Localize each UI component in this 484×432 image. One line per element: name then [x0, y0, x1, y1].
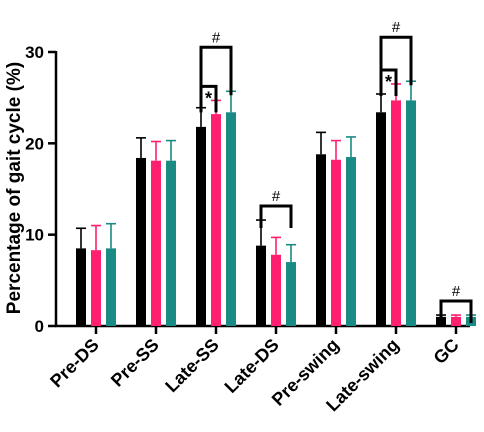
y-tick-label: 0 [35, 317, 44, 336]
significance-bracket [199, 84, 218, 113]
significance-bracket [379, 68, 398, 96]
bar [91, 250, 101, 326]
bar [211, 114, 221, 327]
significance-bracket [259, 204, 293, 229]
y-tick-label: 10 [25, 226, 44, 245]
bar [376, 112, 386, 326]
bar [346, 157, 356, 326]
significance-label: # [452, 283, 461, 300]
significance-label: # [392, 19, 401, 36]
x-tick-label: Pre-DS [46, 335, 103, 392]
bar [316, 154, 326, 326]
significance-bracket [439, 299, 473, 324]
x-tick-label: Pre-SS [107, 335, 163, 391]
bar [271, 254, 281, 326]
significance-bracket [379, 35, 413, 86]
bar [286, 262, 296, 326]
significance-label: * [385, 72, 392, 92]
bar [76, 248, 86, 326]
y-tick-label: 30 [25, 43, 44, 62]
significance-label: * [205, 88, 212, 108]
bar [406, 100, 416, 326]
bar [331, 159, 341, 326]
y-axis-label: Percentage of gait cycle (%) [4, 62, 25, 314]
bar [136, 157, 146, 326]
significance-label: # [212, 29, 221, 46]
bar [196, 126, 206, 326]
bar [151, 160, 161, 326]
x-tick-label: Late-SS [161, 335, 223, 397]
bar [451, 316, 461, 326]
significance-bracket [199, 45, 233, 96]
x-tick-label: Late-DS [221, 335, 283, 397]
bar [106, 248, 116, 326]
bar [166, 160, 176, 326]
x-tick-label: GC [430, 335, 463, 368]
significance-label: # [272, 188, 281, 205]
y-tick-label: 20 [25, 134, 44, 153]
bar [391, 100, 401, 326]
bar [256, 245, 266, 326]
bar [226, 112, 236, 326]
